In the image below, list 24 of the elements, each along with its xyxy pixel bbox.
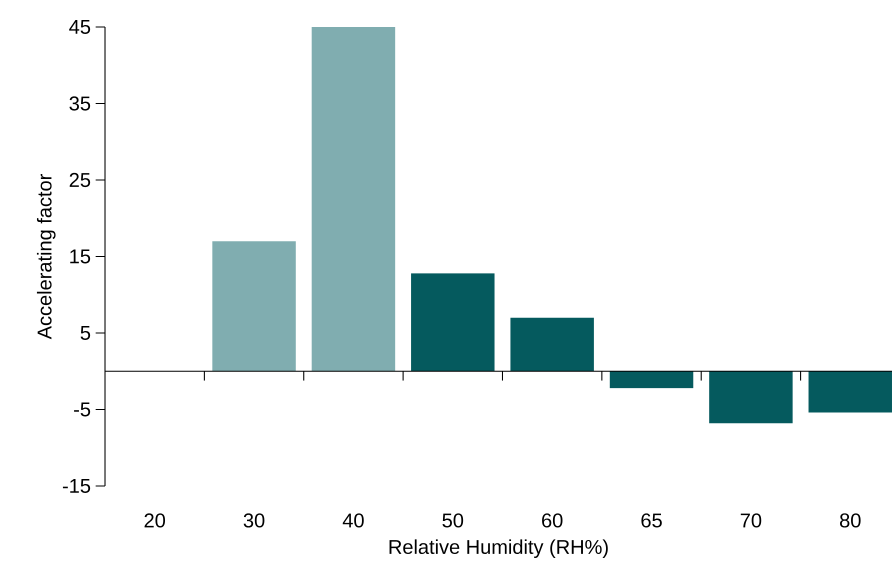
y-tick-label: 35 [69,96,90,111]
y-tick-label: 15 [70,250,90,264]
x-tick-label: 65 [641,513,662,528]
y-tick-label: -5 [74,402,90,416]
bar [510,318,594,372]
x-tick-label: 30 [244,513,264,528]
x-axis-title: Relative Humidity (RH%) [390,539,608,558]
x-tick-label: 40 [342,513,364,528]
y-tick-label: 5 [80,326,90,340]
y-tick-label: -15 [62,479,90,493]
bar [312,26,396,372]
x-tick-label: 80 [840,513,861,528]
x-tick-label: 20 [144,513,166,528]
x-tick-label: 70 [740,513,762,528]
bar [808,371,892,413]
bar [610,371,694,388]
y-tick-label: 45 [69,20,90,34]
x-tick-label: 50 [442,513,464,528]
y-tick-label: 25 [70,172,90,188]
bar [709,371,793,424]
y-axis-title: Accelerating factor [36,174,56,340]
bar [212,241,296,372]
x-tick-label: 60 [542,513,562,528]
bar [411,273,495,372]
